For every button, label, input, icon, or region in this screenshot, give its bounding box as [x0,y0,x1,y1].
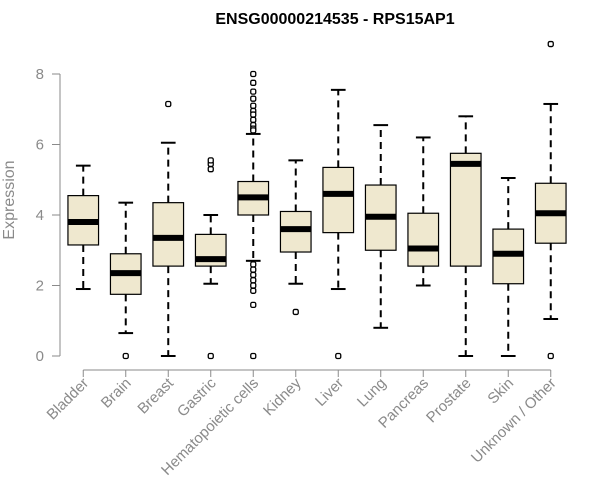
box-brain [109,201,142,360]
box-iqr [407,212,440,267]
outlier-point [250,282,257,289]
outlier-point [250,277,257,284]
y-tick-label: 6 [36,137,44,154]
outlier-point [250,261,257,268]
y-tick-label: 8 [36,66,44,83]
box-bladder [67,164,100,291]
outlier-point [250,111,257,118]
outlier-point [547,40,554,48]
outlier-point [207,352,214,360]
box-iqr [152,202,185,267]
x-tick-label: Lung [354,375,390,411]
outlier-point [250,266,257,273]
x-tick-label: Breast [134,374,177,417]
outlier-point [250,127,257,134]
outlier-point [292,308,299,316]
outlier-point [207,166,214,173]
x-tick-label: Prostate [423,375,475,427]
box-iqr [449,152,482,267]
outlier-point [250,95,257,102]
outlier-point [250,271,257,279]
box-hematopoietic-cells [237,70,270,360]
outlier-point [250,79,257,86]
y-tick-label: 2 [36,278,44,295]
chart-title: ENSG00000214535 - RPS15AP1 [215,11,454,28]
outlier-point [250,287,257,294]
outlier-point [250,352,257,360]
outlier-point [547,352,554,360]
outlier-point [250,116,257,123]
box-pancreas [407,136,440,287]
x-tick-label: Skin [484,375,517,408]
box-prostate [449,115,482,357]
y-axis: 0 2 4 6 8 [36,66,61,365]
box-unknown-other [534,40,567,360]
x-tick-label: Kidney [260,374,305,419]
outlier-point [250,301,257,309]
box-breast [152,100,185,357]
box-liver [322,88,355,360]
outlier-point [335,352,342,360]
outlier-point [122,352,129,360]
y-axis-label: Expression [1,160,18,239]
x-tick-label: Brain [98,375,135,412]
box-series [67,40,567,360]
y-tick-label: 4 [36,207,44,224]
box-lung [364,124,397,329]
box-gastric [194,157,227,360]
x-tick-label: Bladder [43,375,92,424]
outlier-point [250,70,257,78]
outlier-point [165,100,172,108]
y-tick-label: 0 [36,348,44,365]
box-skin [492,176,525,357]
box-kidney [279,159,312,316]
outlier-point [250,88,257,95]
box-iqr [322,166,355,234]
outlier-point [250,102,257,109]
outlier-point [207,157,214,164]
x-tick-label: Liver [312,375,347,410]
